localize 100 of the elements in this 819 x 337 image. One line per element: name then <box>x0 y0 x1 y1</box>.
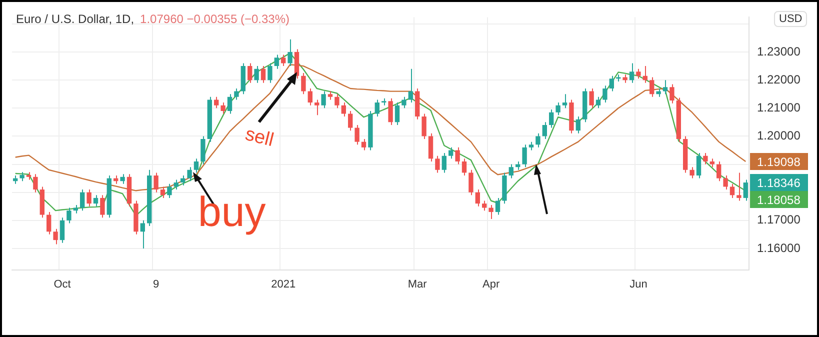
candlestick <box>260 66 266 84</box>
text: USD <box>774 11 808 27</box>
x-tick-label: 9 <box>152 278 160 290</box>
candlestick <box>468 169 474 196</box>
candlestick <box>549 109 554 128</box>
candlestick <box>86 189 92 207</box>
candlestick <box>53 228 58 245</box>
candlestick <box>274 54 279 70</box>
candlestick <box>602 85 608 104</box>
candlestick <box>629 62 634 84</box>
annotation: buy <box>198 188 266 236</box>
candlestick <box>609 75 614 92</box>
candlestick <box>214 96 219 109</box>
chart-title: Euro / U.S. Dollar, 1D, <box>16 12 134 26</box>
candlestick <box>442 152 446 174</box>
candlestick <box>268 62 272 84</box>
x-tick-label: Mar <box>408 278 428 290</box>
candlestick <box>160 186 166 198</box>
candlestick <box>180 174 186 186</box>
candlestick <box>341 102 346 118</box>
candlestick <box>522 144 527 168</box>
candlestick <box>696 152 702 179</box>
candlestick <box>234 88 239 100</box>
candlestick <box>281 54 286 67</box>
candlestick <box>308 88 312 106</box>
candlestick <box>301 72 306 95</box>
candlestick <box>354 124 360 146</box>
candlestick <box>100 194 105 218</box>
candlestick <box>716 160 722 182</box>
y-tick-label: 1.21000 <box>757 100 801 114</box>
candlestick <box>288 38 292 67</box>
candlestick <box>220 102 226 114</box>
candlestick <box>488 204 494 220</box>
data-label: 1.18058 <box>757 192 801 207</box>
candlestick <box>321 90 326 109</box>
candlestick <box>536 132 540 148</box>
candlestick <box>402 96 406 109</box>
candlestick <box>508 164 514 179</box>
candlestick <box>703 152 708 165</box>
candlestick <box>140 220 145 249</box>
y-tick-label: 1.23000 <box>757 44 801 58</box>
candlestick <box>33 174 38 193</box>
candlestick <box>120 174 125 184</box>
candlestick <box>576 116 580 134</box>
candlestick <box>294 48 300 80</box>
candlestick <box>334 94 340 109</box>
candlestick <box>93 194 98 207</box>
candlestick <box>394 102 400 126</box>
candlestick <box>462 158 467 176</box>
y-tick-label: 1.22000 <box>757 72 801 86</box>
candlestick <box>642 66 648 84</box>
candlestick <box>167 183 172 198</box>
candlestick <box>495 197 500 216</box>
candlestick <box>542 122 547 140</box>
candlestick <box>46 211 52 235</box>
candlestick <box>428 132 434 162</box>
candlestick <box>348 110 353 132</box>
candlestick <box>60 217 65 244</box>
candlestick <box>174 179 178 190</box>
y-tick-label: 1.16000 <box>757 240 801 255</box>
candlestick <box>314 99 320 116</box>
candlestick <box>388 98 393 126</box>
candlestick <box>361 138 366 151</box>
candlestick <box>448 146 454 160</box>
candlestick <box>475 189 480 207</box>
candlestick <box>154 172 158 193</box>
candlestick <box>670 84 674 104</box>
candlestick <box>66 207 72 224</box>
candlestick <box>200 136 206 165</box>
annotation: sell <box>242 124 276 152</box>
candlestick <box>730 183 735 198</box>
chart-subtitle: 1.07960 −0.00355 (−0.33%) <box>140 12 290 26</box>
candlestick <box>408 68 413 104</box>
candlestick <box>254 66 259 84</box>
candlestick <box>227 94 232 114</box>
candlestick <box>455 146 460 165</box>
candlestick <box>636 68 641 80</box>
candlestick <box>422 113 426 140</box>
x-tick-label: Jun <box>630 278 648 290</box>
candlestick <box>248 62 252 84</box>
candlestick <box>482 200 487 212</box>
candlestick <box>435 155 440 174</box>
candlestick <box>80 189 85 212</box>
text: 1.18346 <box>757 176 800 190</box>
candlestick <box>194 158 199 174</box>
x-tick-label: 2021 <box>271 278 296 290</box>
x-tick-label: Oct <box>54 278 71 290</box>
candlestick <box>743 179 748 202</box>
candlestick <box>662 80 668 95</box>
data-label: 1.19098 <box>757 154 801 169</box>
candlestick <box>556 102 560 116</box>
candlestick <box>596 96 601 109</box>
candlestick <box>589 88 594 109</box>
candlestick <box>374 99 380 118</box>
x-tick-label: Apr <box>482 278 500 290</box>
candlestick <box>187 166 192 182</box>
candlestick <box>723 174 728 190</box>
y-tick-label: 1.17000 <box>757 212 801 227</box>
candlestick <box>650 76 654 98</box>
y-tick-label: 1.20000 <box>757 128 801 143</box>
